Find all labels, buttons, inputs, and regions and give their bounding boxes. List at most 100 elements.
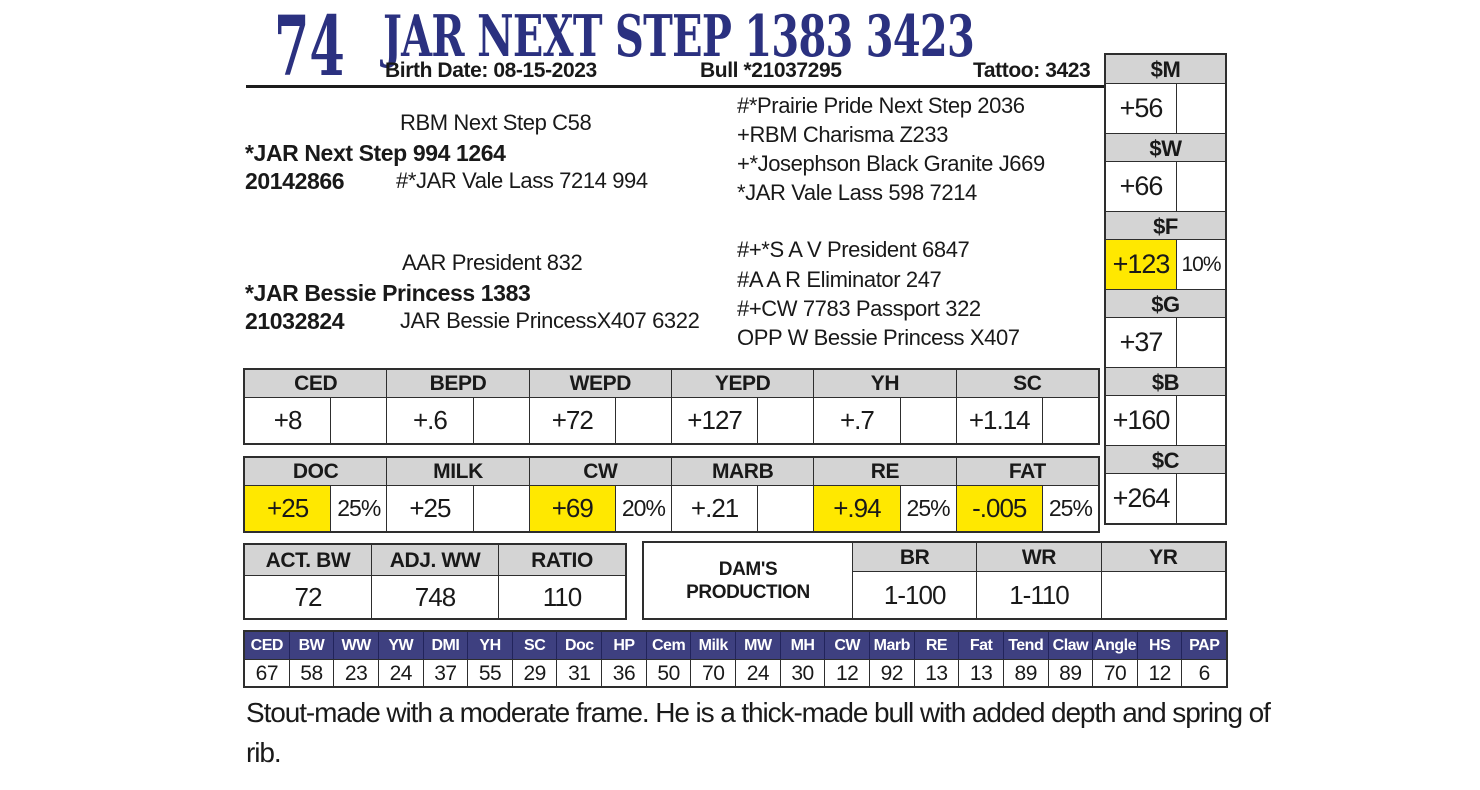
dollar-index-pct	[1177, 162, 1225, 211]
dollar-section-b: $B +160	[1106, 367, 1225, 445]
animal-name-title: JAR NEXT STEP 1383 3423	[383, 3, 975, 70]
epd-pct	[901, 398, 956, 443]
dams-production-value	[1102, 572, 1225, 618]
percentile-header: Angle	[1093, 632, 1138, 659]
dams-production-column-br: BR 1-100	[853, 543, 978, 618]
epd-pct	[1043, 398, 1098, 443]
percentile-header: CED	[245, 632, 290, 659]
percentile-value-row: 67 58 23 24 37 55 29 31 36 50 70 24 30 1…	[245, 659, 1227, 686]
paternal-grandsire: RBM Next Step C58	[400, 110, 592, 135]
epd-value: +72	[530, 398, 616, 443]
epd-header: CW	[529, 458, 671, 486]
dollar-index-pct	[1177, 474, 1225, 523]
percentile-value: 67	[245, 659, 290, 686]
sire-pedigree-line-1: #*Prairie Pride Next Step 2036	[737, 93, 1025, 118]
epd-column-marb: MARB +.21	[671, 458, 815, 531]
percentile-header: PAP	[1182, 632, 1227, 659]
percentile-value: 23	[334, 659, 379, 686]
sire-pedigree-line-4: *JAR Vale Lass 598 7214	[737, 180, 977, 205]
percentile-value: 58	[289, 659, 335, 686]
epd-column-ced: CED +8	[245, 370, 388, 443]
epd-header: FAT	[956, 458, 1098, 486]
percentile-value: 36	[602, 659, 647, 686]
paternal-granddam: #*JAR Vale Lass 7214 994	[396, 168, 648, 193]
dam-registration: 21032824	[245, 308, 345, 334]
percentile-value: 6	[1182, 659, 1227, 686]
percentile-header: CW	[825, 632, 870, 659]
dams-production-value: 1-110	[1009, 579, 1070, 610]
epd-pct: 25%	[337, 495, 381, 521]
dollar-index-header: $B	[1106, 367, 1225, 396]
epd-header: YH	[814, 370, 956, 398]
dollar-index-pct: 10%	[1181, 252, 1221, 276]
performance-column-ratio: RATIO 110	[499, 545, 625, 618]
dollar-index-pct	[1177, 318, 1225, 367]
epd-header: MARB	[671, 458, 814, 486]
percentile-header: Marb	[869, 632, 915, 659]
epd-value: +127	[672, 398, 759, 443]
epd-pct: 20%	[621, 495, 666, 521]
epd-pct	[474, 398, 529, 443]
epd-column-milk: MILK +25	[387, 458, 530, 531]
dam-pedigree-line-1: #+*S A V President 6847	[737, 237, 970, 262]
footnote-description: Stout-made with a moderate frame. He is …	[246, 697, 1271, 768]
epd-header: SC	[956, 370, 1098, 398]
dams-production-column-yr: YR	[1101, 543, 1225, 618]
epd-value-highlighted: +25	[245, 486, 332, 531]
dams-production-header: WR	[977, 543, 1101, 572]
sex-registration: Bull *21037295	[700, 59, 842, 82]
percentile-header: HS	[1137, 632, 1183, 659]
epd-value: +25	[387, 486, 474, 531]
dollar-index-header: $C	[1106, 445, 1225, 474]
dollar-index-pct	[1177, 396, 1225, 445]
percentile-value: 50	[646, 659, 692, 686]
maternal-granddam: JAR Bessie PrincessX407 6322	[400, 308, 700, 333]
percentile-value: 55	[468, 659, 513, 686]
dollar-index-header: $W	[1106, 133, 1225, 162]
percentile-header: Claw	[1048, 632, 1094, 659]
epd-value: +1.14	[957, 398, 1043, 443]
epd-column-doc: DOC +25 25%	[245, 458, 388, 531]
dams-production-label-line2: PRODUCTION	[686, 581, 810, 603]
percentile-value: 70	[691, 659, 737, 686]
percentile-value: 92	[869, 659, 915, 686]
sire-pedigree-line-3: +*Josephson Black Granite J669	[737, 151, 1045, 176]
epd-column-yepd: YEPD +127	[671, 370, 815, 443]
dam-name: *JAR Bessie Princess 1383	[245, 280, 531, 306]
performance-header: ACT. BW	[245, 545, 371, 576]
epd-column-cw: CW +69 20%	[529, 458, 672, 531]
dollar-section-f: $F +123 10%	[1106, 211, 1225, 289]
dollar-index-header: $G	[1106, 289, 1225, 318]
dam-pedigree-line-3: #+CW 7783 Passport 322	[737, 296, 981, 321]
percentile-header: DMI	[423, 632, 469, 659]
percentile-header: Fat	[959, 632, 1004, 659]
percentile-header: YW	[378, 632, 424, 659]
dollar-index-value: +264	[1106, 474, 1177, 523]
percentile-header: Cem	[646, 632, 692, 659]
dollar-section-w: $W +66	[1106, 133, 1225, 211]
percentile-value: 30	[780, 659, 826, 686]
percentile-header: Milk	[691, 632, 737, 659]
dollar-index-value: +66	[1106, 162, 1177, 211]
epd-column-bepd: BEPD +.6	[387, 370, 530, 443]
dollar-index-header: $M	[1106, 55, 1225, 84]
epd-value-highlighted: +69	[529, 486, 616, 531]
dollar-section-c: $C +264	[1106, 445, 1225, 523]
epd-pct: 25%	[1048, 495, 1093, 521]
epd-header: BEPD	[387, 370, 529, 398]
percentile-header: SC	[512, 632, 558, 659]
epd-table-growth: CED +8 BEPD +.6 WEPD +72 YEPD +127 YH +.…	[243, 368, 1100, 445]
epd-pct: 25%	[906, 495, 951, 521]
epd-value: +.6	[387, 398, 474, 443]
dam-pedigree-line-4: OPP W Bessie Princess X407	[737, 325, 1020, 350]
percentile-header: RE	[914, 632, 960, 659]
tattoo: Tattoo: 3423	[973, 59, 1091, 82]
epd-header: DOC	[245, 458, 387, 486]
dollar-index-value: +56	[1106, 84, 1177, 133]
sire-name: *JAR Next Step 994 1264	[245, 140, 506, 166]
sire-registration: 20142866	[245, 168, 345, 194]
lot-number: 74	[274, 0, 345, 95]
dollar-index-value: +160	[1106, 396, 1177, 445]
percentile-value: 89	[1048, 659, 1094, 686]
epd-column-yh: YH +.7	[814, 370, 957, 443]
